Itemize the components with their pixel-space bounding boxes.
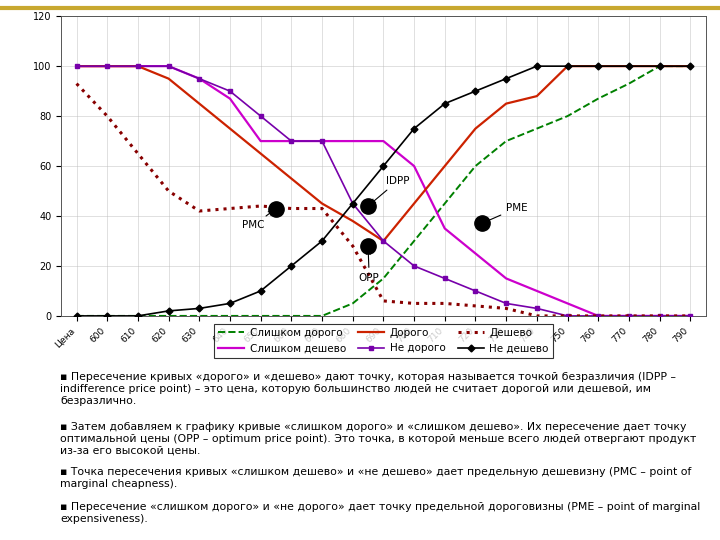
Text: ▪ Затем добавляем к графику кривые «слишком дорого» и «слишком дешево». Их перес: ▪ Затем добавляем к графику кривые «слиш… xyxy=(60,422,697,456)
Text: ▪ Пересечение «слишком дорого» и «не дорого» дает точку предельной дороговизны (: ▪ Пересечение «слишком дорого» и «не дор… xyxy=(60,502,701,524)
Text: IDPP: IDPP xyxy=(371,176,410,204)
Legend: Слишком дорого, Слишком дешево, Дорого, Не дорого, Дешево, Не дешево: Слишком дорого, Слишком дешево, Дорого, … xyxy=(214,324,553,357)
Text: ▪ Точка пересечения кривых «слишком дешево» и «не дешево» дает предельную дешеви: ▪ Точка пересечения кривых «слишком деше… xyxy=(60,468,692,489)
Text: OPP: OPP xyxy=(359,250,379,283)
Text: PMC: PMC xyxy=(242,211,273,231)
Text: ▪ Пересечение кривых «дорого» и «дешево» дают точку, которая называется точкой б: ▪ Пересечение кривых «дорого» и «дешево»… xyxy=(60,373,676,406)
Text: PME: PME xyxy=(485,203,528,222)
